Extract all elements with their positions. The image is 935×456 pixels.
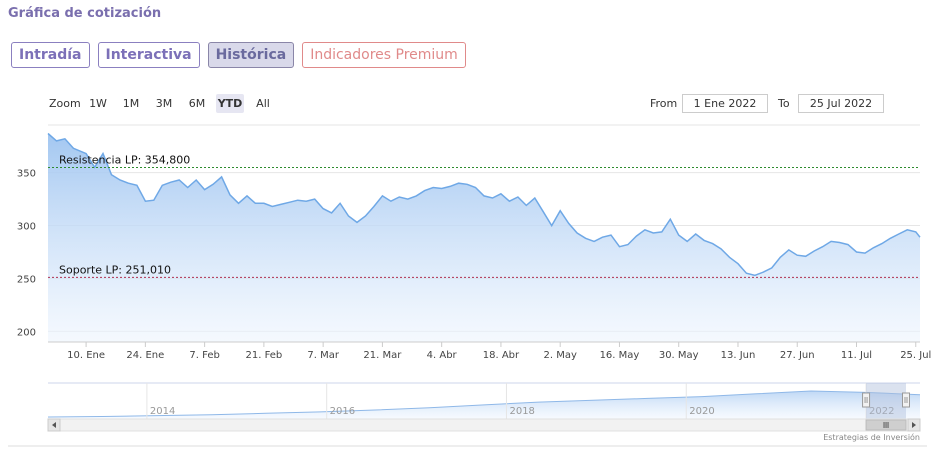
navigator-handle-left <box>862 392 871 408</box>
x-tick-label: 27. Jun <box>780 350 815 361</box>
tab-indicadores-premium[interactable]: Indicadores Premium <box>302 42 466 68</box>
x-tick-label: 21. Feb <box>245 350 282 361</box>
resistance-label: Resistencia LP: 354,800 <box>59 154 190 167</box>
range-to-label: To <box>778 97 790 110</box>
x-tick-label: 10. Ene <box>67 350 105 361</box>
x-tick-label: 2. May <box>543 350 576 361</box>
zoom-ytd-button[interactable]: YTD <box>216 94 244 113</box>
x-tick-label: 7. Mar <box>307 350 339 361</box>
x-tick-label: 21. Mar <box>363 350 402 361</box>
scrollbar[interactable] <box>47 418 921 432</box>
x-tick-label: 7. Feb <box>189 350 219 361</box>
zoom-6m-button[interactable]: 6M <box>188 97 206 110</box>
x-tick-label: 4. Abr <box>427 350 458 361</box>
navigator-label: 2018 <box>509 406 534 417</box>
navigator-selection[interactable] <box>866 383 906 419</box>
x-tick-label: 18. Abr <box>483 350 520 361</box>
navigator-label: 2022 <box>869 406 894 417</box>
navigator-handle-right <box>902 392 910 408</box>
range-from-input[interactable]: 1 Ene 2022 <box>682 94 768 113</box>
x-tick-label: 11. Jul <box>841 350 872 361</box>
credits: Estrategias de Inversión <box>823 432 920 442</box>
y-tick-label: 300 <box>17 222 36 233</box>
zoom-all-button[interactable]: All <box>256 97 270 110</box>
scroll-thumb[interactable] <box>865 419 907 431</box>
scroll-grip-icon <box>883 422 889 428</box>
tab-intradia[interactable]: Intradía <box>11 42 90 68</box>
price-area <box>48 133 920 342</box>
y-tick-label: 200 <box>17 327 36 338</box>
page-title: Gráfica de cotización <box>8 6 162 21</box>
support-label: Soporte LP: 251,010 <box>59 263 171 276</box>
x-tick-label: 25. Jul <box>900 350 931 361</box>
tab-historica[interactable]: Histórica <box>207 42 295 68</box>
navigator[interactable]: 2014 2016 2018 2020 2022 <box>47 382 921 420</box>
zoom-1w-button[interactable]: 1W <box>89 97 107 110</box>
scroll-right-icon <box>912 422 916 428</box>
chart-tabs: Intradía Interactiva Histórica Indicador… <box>11 42 466 68</box>
navigator-label: 2016 <box>330 406 355 417</box>
x-tick-label: 16. May <box>600 350 640 361</box>
zoom-3m-button[interactable]: 3M <box>155 97 173 110</box>
y-tick-label: 250 <box>17 274 36 285</box>
scroll-left-button[interactable] <box>47 418 61 432</box>
y-tick-label: 350 <box>17 169 36 180</box>
zoom-label: Zoom <box>49 97 81 110</box>
x-tick-label: 13. Jun <box>721 350 756 361</box>
range-to-input[interactable]: 25 Jul 2022 <box>798 94 884 113</box>
tab-interactiva[interactable]: Interactiva <box>97 42 200 68</box>
x-tick-label: 24. Ene <box>126 350 164 361</box>
x-tick-label: 30. May <box>659 350 699 361</box>
scroll-left-icon <box>52 422 56 428</box>
navigator-label: 2020 <box>689 406 714 417</box>
zoom-1m-button[interactable]: 1M <box>122 97 140 110</box>
range-from-label: From <box>650 97 678 110</box>
scroll-right-button[interactable] <box>907 418 921 432</box>
price-line <box>47 132 921 277</box>
navigator-label: 2014 <box>150 406 175 417</box>
